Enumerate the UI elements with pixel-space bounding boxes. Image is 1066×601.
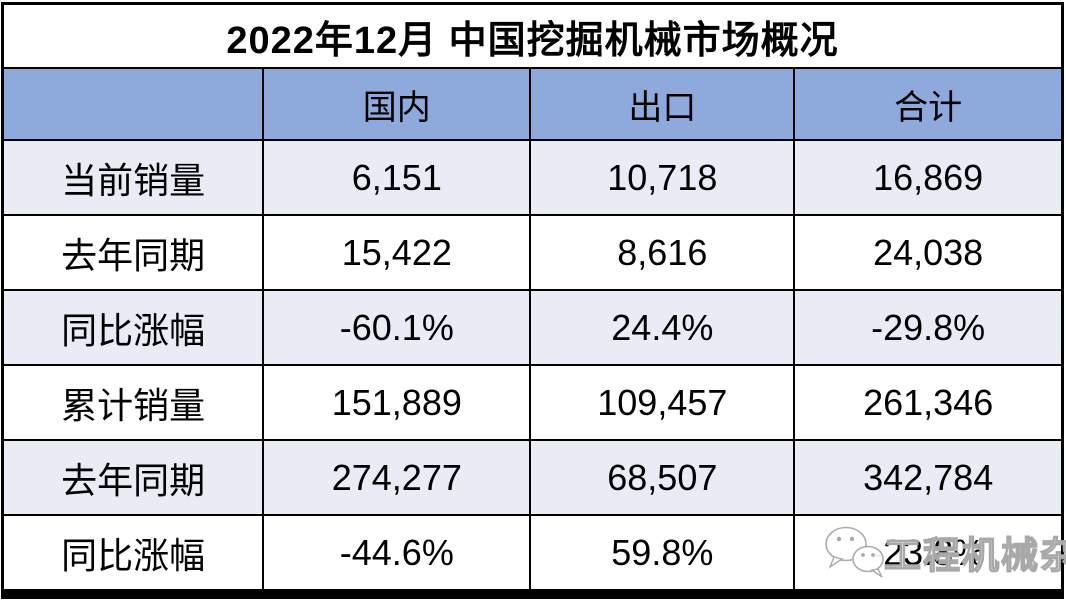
table-title-row: 2022年12月 中国挖掘机械市场概况 [1,2,1064,69]
row-label: 同比涨幅 [1,514,265,595]
header-cell-empty [1,67,265,141]
cell-value: 59.8% [529,514,796,595]
cell-value: 109,457 [529,364,796,441]
cell-value: 342,784 [793,439,1064,516]
cell-value: 6,151 [262,139,532,216]
table-row-cumulative-sales: 累计销量 151,889 109,457 261,346 [1,364,1064,441]
cell-value: -23.8% [793,514,1064,595]
page-title: 2022年12月 中国挖掘机械市场概况 [1,2,1064,69]
cell-value: 16,869 [793,139,1064,216]
row-label: 去年同期 [1,214,265,291]
cell-value: 274,277 [262,439,532,516]
cell-value: 8,616 [529,214,796,291]
table-row-cumulative-yoy-change: 同比涨幅 -44.6% 59.8% -23.8% [1,514,1064,595]
table-row-last-year-same-period: 去年同期 15,422 8,616 24,038 [1,214,1064,291]
cell-value: -29.8% [793,289,1064,366]
header-cell-total: 合计 [793,67,1064,141]
row-label: 累计销量 [1,364,265,441]
row-label: 去年同期 [1,439,265,516]
cell-value: 10,718 [529,139,796,216]
row-label: 当前销量 [1,139,265,216]
cell-value: 68,507 [529,439,796,516]
cell-value: -44.6% [262,514,532,595]
header-cell-domestic: 国内 [262,67,532,141]
cell-value: 15,422 [262,214,532,291]
table-row-current-sales: 当前销量 6,151 10,718 16,869 [1,139,1064,216]
cell-value: 24,038 [793,214,1064,291]
cell-value: -60.1% [262,289,532,366]
row-label: 同比涨幅 [1,289,265,366]
table-row-yoy-change: 同比涨幅 -60.1% 24.4% -29.8% [1,289,1064,366]
cell-value: 151,889 [262,364,532,441]
cell-value: 261,346 [793,364,1064,441]
table-row-cumulative-last-year: 去年同期 274,277 68,507 342,784 [1,439,1064,516]
header-cell-export: 出口 [529,67,796,141]
table-header-row: 国内 出口 合计 [1,67,1064,141]
cell-value: 24.4% [529,289,796,366]
